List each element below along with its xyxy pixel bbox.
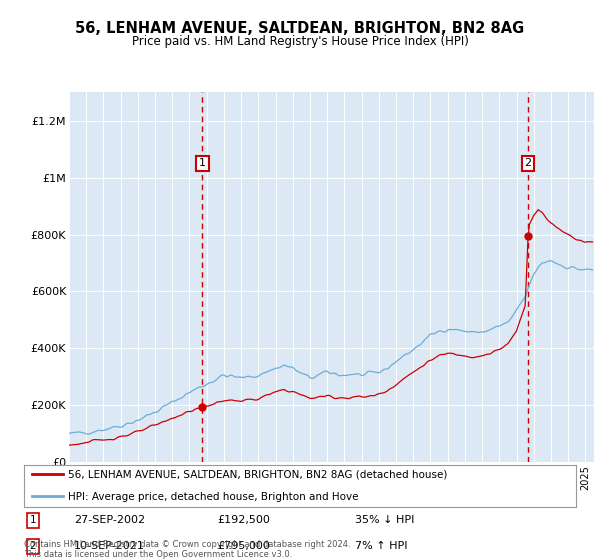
Text: Price paid vs. HM Land Registry's House Price Index (HPI): Price paid vs. HM Land Registry's House … <box>131 35 469 48</box>
Text: £192,500: £192,500 <box>217 515 270 525</box>
Text: 1: 1 <box>199 158 206 169</box>
Text: 10-SEP-2021: 10-SEP-2021 <box>74 542 145 552</box>
Text: 2: 2 <box>524 158 532 169</box>
Text: 35% ↓ HPI: 35% ↓ HPI <box>355 515 415 525</box>
Text: £795,000: £795,000 <box>217 542 270 552</box>
Text: 27-SEP-2002: 27-SEP-2002 <box>74 515 145 525</box>
Text: 56, LENHAM AVENUE, SALTDEAN, BRIGHTON, BN2 8AG: 56, LENHAM AVENUE, SALTDEAN, BRIGHTON, B… <box>76 21 524 36</box>
Text: 2: 2 <box>29 542 36 552</box>
Text: 56, LENHAM AVENUE, SALTDEAN, BRIGHTON, BN2 8AG (detached house): 56, LENHAM AVENUE, SALTDEAN, BRIGHTON, B… <box>68 470 448 480</box>
Text: 7% ↑ HPI: 7% ↑ HPI <box>355 542 408 552</box>
Text: HPI: Average price, detached house, Brighton and Hove: HPI: Average price, detached house, Brig… <box>68 492 359 502</box>
Text: Contains HM Land Registry data © Crown copyright and database right 2024.
This d: Contains HM Land Registry data © Crown c… <box>24 540 350 559</box>
Text: 1: 1 <box>29 515 36 525</box>
